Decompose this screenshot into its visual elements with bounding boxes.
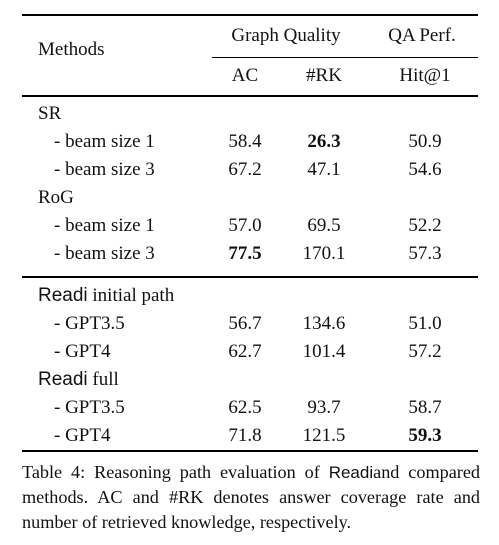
rk-cell: 47.1 bbox=[307, 159, 341, 180]
group-title: Readi full bbox=[38, 368, 119, 392]
row-label: - GPT3.5 bbox=[54, 313, 125, 334]
ac-cell: 71.8 bbox=[228, 425, 262, 446]
rk-cell: 26.3 bbox=[307, 131, 341, 152]
group-title: Readi initial path bbox=[38, 284, 174, 308]
caption-method-name: Readi bbox=[328, 463, 374, 482]
rk-cell: 101.4 bbox=[302, 341, 346, 362]
hit1-cell: 52.2 bbox=[408, 215, 442, 236]
rk-cell: 121.5 bbox=[302, 425, 346, 446]
group-title: RoG bbox=[38, 186, 74, 210]
hit1-cell: 59.3 bbox=[408, 425, 442, 446]
hit1-cell: 57.2 bbox=[408, 341, 442, 362]
row-label: - GPT3.5 bbox=[54, 397, 125, 418]
group-title-name: RoG bbox=[38, 187, 74, 208]
group-title-suffix: initial path bbox=[87, 285, 175, 306]
qa-perf-header: QA Perf. bbox=[388, 25, 456, 46]
group-title-name: SR bbox=[38, 103, 62, 124]
ac-cell: 57.0 bbox=[228, 215, 262, 236]
ac-cell: 67.2 bbox=[228, 159, 262, 180]
ac-header: AC bbox=[231, 65, 259, 86]
rk-cell: 93.7 bbox=[307, 397, 341, 418]
group-title-name: Readi bbox=[38, 369, 88, 390]
caption-suffix: and compared methods. AC and #RK denotes… bbox=[22, 462, 480, 532]
row-label: - beam size 1 bbox=[54, 215, 155, 236]
group-title-name: Readi bbox=[38, 285, 88, 306]
rk-cell: 134.6 bbox=[302, 313, 346, 334]
ac-cell: 56.7 bbox=[228, 313, 262, 334]
row-label: - GPT4 bbox=[54, 425, 111, 446]
rk-cell: 69.5 bbox=[307, 215, 341, 236]
header-bottom-rule bbox=[22, 95, 478, 97]
table-top-rule bbox=[22, 14, 478, 16]
table-caption: Table 4: Reasoning path evaluation of Re… bbox=[22, 460, 480, 535]
row-label: - beam size 3 bbox=[54, 243, 155, 264]
hit1-header: Hit@1 bbox=[399, 65, 451, 86]
row-label: - GPT4 bbox=[54, 341, 111, 362]
ac-cell: 62.7 bbox=[228, 341, 262, 362]
ac-cell: 58.4 bbox=[228, 131, 262, 152]
ac-cell: 62.5 bbox=[228, 397, 262, 418]
rk-header: #RK bbox=[306, 65, 342, 86]
hit1-cell: 54.6 bbox=[408, 159, 442, 180]
rk-cell: 170.1 bbox=[302, 243, 346, 264]
hit1-cell: 51.0 bbox=[408, 313, 442, 334]
methods-header: Methods bbox=[38, 39, 105, 60]
group-divider-rule bbox=[22, 276, 478, 278]
ac-cell: 77.5 bbox=[228, 243, 262, 264]
hit1-cell: 58.7 bbox=[408, 397, 442, 418]
caption-prefix: Table 4: Reasoning path evaluation of bbox=[22, 462, 329, 482]
hit1-cell: 50.9 bbox=[408, 131, 442, 152]
group-title-suffix: full bbox=[87, 369, 119, 390]
table-bottom-rule bbox=[22, 450, 478, 452]
graph-quality-header: Graph Quality bbox=[231, 25, 341, 46]
hit1-cell: 57.3 bbox=[408, 243, 442, 264]
group-title: SR bbox=[38, 102, 61, 126]
header-mid-rule bbox=[212, 57, 478, 58]
row-label: - beam size 1 bbox=[54, 131, 155, 152]
row-label: - beam size 3 bbox=[54, 159, 155, 180]
